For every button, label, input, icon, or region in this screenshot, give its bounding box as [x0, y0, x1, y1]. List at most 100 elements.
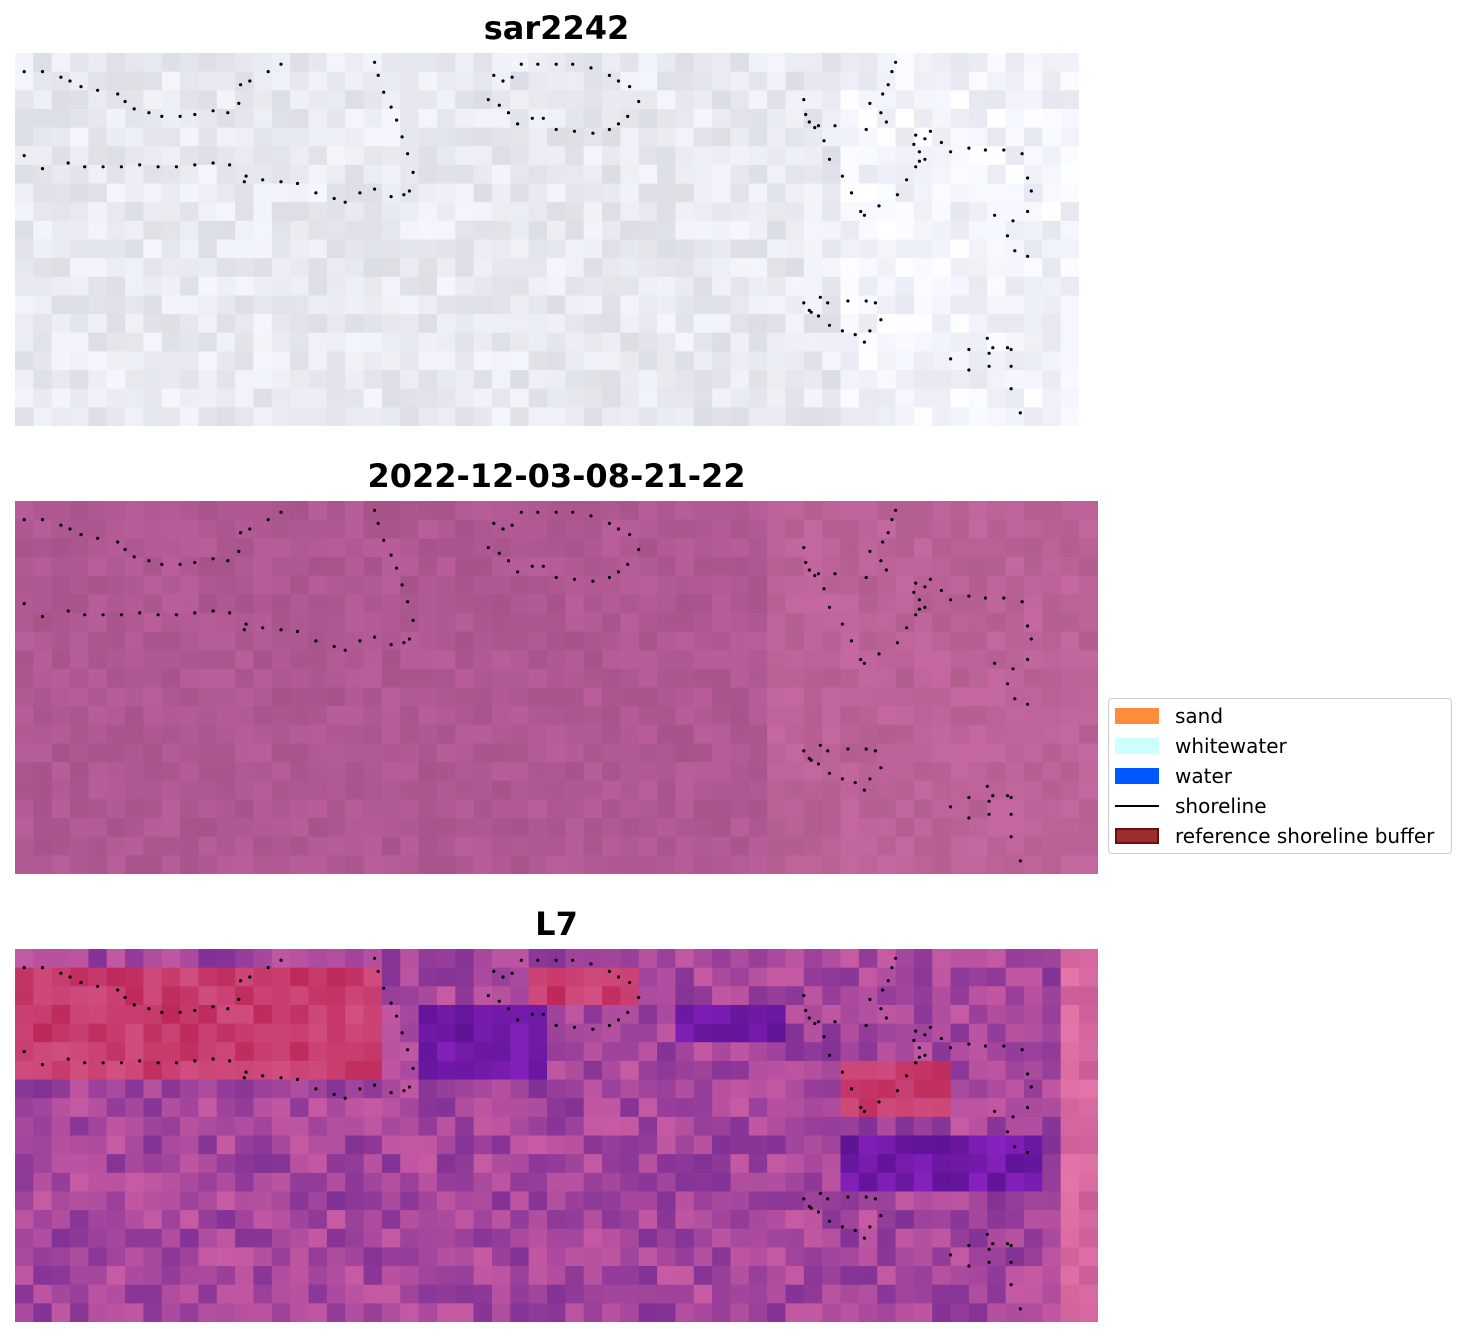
image-pixel: [877, 855, 897, 874]
image-pixel: [180, 519, 200, 539]
image-pixel: [858, 687, 878, 707]
image-pixel: [510, 164, 530, 185]
image-pixel: [326, 239, 346, 259]
image-pixel: [473, 407, 493, 426]
image-pixel: [932, 986, 952, 1006]
shoreline-point: [895, 193, 900, 197]
image-pixel: [748, 183, 768, 203]
image-pixel: [345, 295, 365, 315]
image-pixel: [748, 164, 768, 185]
shoreline-point: [862, 340, 867, 344]
image-pixel: [51, 1172, 71, 1193]
image-pixel: [877, 1247, 897, 1267]
image-pixel: [381, 986, 401, 1006]
shoreline-point: [239, 83, 243, 87]
image-pixel: [858, 388, 878, 408]
image-pixel: [51, 183, 71, 203]
shoreline-point: [881, 988, 885, 992]
image-pixel: [345, 706, 365, 726]
image-pixel: [767, 71, 787, 91]
image-pixel: [308, 220, 328, 241]
image-pixel: [877, 612, 897, 633]
image-pixel: [1042, 1284, 1062, 1304]
image-pixel: [345, 1303, 365, 1322]
image-pixel: [216, 612, 236, 633]
image-pixel: [712, 743, 732, 763]
image-pixel: [15, 1191, 34, 1211]
image-pixel: [913, 836, 933, 856]
image-pixel: [877, 295, 897, 315]
image-pixel: [547, 631, 566, 651]
image-pixel: [381, 631, 401, 651]
image-pixel: [326, 1210, 346, 1230]
image-pixel: [822, 276, 842, 297]
image-pixel: [913, 202, 933, 222]
image-pixel: [565, 239, 585, 259]
shoreline-point: [816, 124, 821, 128]
image-pixel: [326, 258, 346, 278]
image-pixel: [326, 1228, 346, 1248]
image-pixel: [877, 1079, 897, 1099]
image-pixel: [143, 108, 163, 129]
image-pixel: [547, 351, 566, 371]
image-pixel: [1042, 818, 1062, 838]
image-pixel: [1005, 949, 1025, 969]
image-pixel: [840, 407, 860, 426]
image-pixel: [748, 370, 768, 390]
shoreline-point: [261, 626, 265, 630]
image-pixel: [968, 164, 988, 185]
image-pixel: [198, 1116, 218, 1137]
image-pixel: [290, 724, 310, 745]
shoreline-point: [591, 579, 595, 583]
image-pixel: [271, 575, 291, 595]
image-pixel: [877, 1266, 897, 1286]
image-pixel: [326, 314, 346, 334]
image-pixel: [565, 183, 585, 203]
shoreline-point: [804, 560, 808, 565]
shoreline-point: [868, 101, 872, 105]
image-panel-sar-canvas: [15, 53, 1079, 426]
image-pixel: [932, 1023, 952, 1043]
image-pixel: [657, 1042, 677, 1062]
image-pixel: [987, 724, 1007, 745]
image-pixel: [400, 1042, 420, 1062]
image-pixel: [620, 1135, 640, 1155]
image-pixel: [51, 1154, 71, 1174]
shoreline-point: [147, 1007, 151, 1011]
image-pixel: [913, 90, 933, 110]
image-pixel: [1060, 1191, 1080, 1211]
image-pixel: [1042, 314, 1062, 334]
image-pixel: [583, 967, 603, 987]
image-pixel: [583, 276, 603, 297]
image-pixel: [895, 836, 915, 856]
image-pixel: [932, 836, 952, 856]
image-pixel: [143, 1042, 163, 1062]
image-pixel: [418, 1284, 438, 1304]
image-pixel: [51, 501, 71, 521]
image-pixel: [436, 818, 456, 838]
image-pixel: [748, 631, 768, 651]
image-pixel: [125, 1154, 145, 1174]
image-pixel: [125, 1135, 145, 1155]
image-pixel: [271, 127, 291, 147]
image-pixel: [436, 90, 456, 110]
image-pixel: [657, 556, 677, 577]
image-pixel: [455, 1228, 475, 1248]
image-pixel: [125, 1191, 145, 1211]
image-pixel: [1023, 1004, 1043, 1025]
image-pixel: [785, 1154, 805, 1174]
shoreline-point: [591, 1027, 595, 1031]
image-pixel: [308, 1303, 328, 1322]
image-pixel: [822, 631, 842, 651]
image-pixel: [583, 239, 603, 259]
image-pixel: [363, 1191, 383, 1211]
image-pixel: [15, 780, 34, 800]
image-pixel: [15, 612, 34, 633]
image-pixel: [198, 146, 218, 166]
image-pixel: [602, 1116, 621, 1137]
image-pixel: [363, 314, 383, 334]
image-pixel: [180, 1079, 200, 1099]
image-pixel: [88, 1098, 108, 1118]
image-pixel: [455, 183, 475, 203]
image-pixel: [70, 351, 89, 371]
